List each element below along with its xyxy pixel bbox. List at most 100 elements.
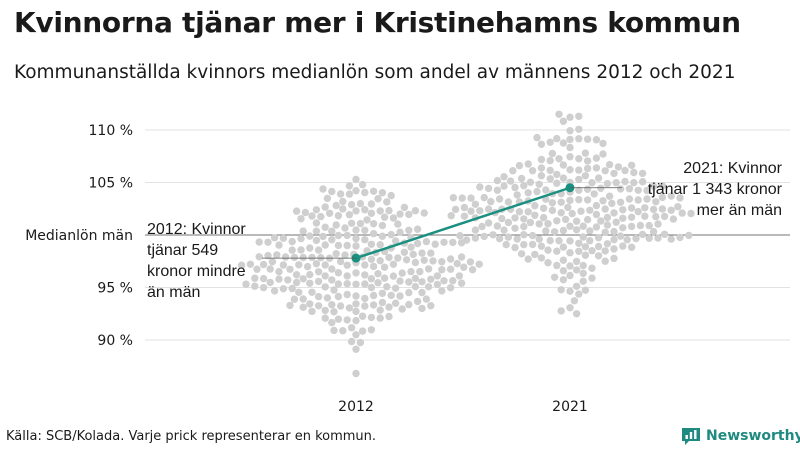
dot-2021 <box>520 240 528 249</box>
dot-2021 <box>535 235 543 243</box>
dot-2021 <box>592 164 601 172</box>
dot-2021 <box>533 187 541 196</box>
dot-2012 <box>429 257 437 265</box>
dot-2021 <box>592 223 601 231</box>
dot-2012 <box>295 288 303 296</box>
dot-2012 <box>374 270 382 278</box>
dot-2012 <box>328 265 336 273</box>
x-tick-label: 2021 <box>552 399 588 415</box>
dot-2012 <box>319 232 327 241</box>
dot-2021 <box>575 175 583 184</box>
dot-2012 <box>361 188 369 197</box>
dot-2021 <box>581 243 590 251</box>
dot-2021 <box>592 201 601 210</box>
dot-2021 <box>460 212 469 220</box>
dot-2021 <box>548 206 557 215</box>
dot-2012 <box>308 253 316 262</box>
dot-2012 <box>299 295 307 303</box>
dot-2021 <box>544 259 552 267</box>
dot-2021 <box>592 210 601 219</box>
dot-2012 <box>400 248 409 256</box>
dot-2021 <box>588 264 596 272</box>
dot-2021 <box>484 219 493 227</box>
dot-2021 <box>603 213 612 222</box>
dot-2012 <box>314 268 323 276</box>
dot-2012 <box>321 314 329 322</box>
dot-2021 <box>528 240 537 249</box>
dot-2021 <box>575 195 583 204</box>
dot-2021 <box>553 261 561 270</box>
dot-2012 <box>301 208 310 217</box>
dot-2012 <box>286 301 294 310</box>
dot-2012 <box>323 194 332 203</box>
dot-2012 <box>440 238 448 246</box>
dot-2021 <box>594 252 603 260</box>
dot-2021 <box>594 242 603 251</box>
dot-2012 <box>369 262 378 271</box>
dot-2012 <box>407 243 415 251</box>
dot-2012 <box>376 314 384 322</box>
dot-2021 <box>632 234 640 243</box>
dot-2012 <box>438 258 446 266</box>
dot-2021 <box>546 138 554 146</box>
dot-2021 <box>566 196 574 205</box>
dot-2012 <box>317 253 325 262</box>
dot-2012 <box>237 261 246 269</box>
dot-2012 <box>396 277 404 285</box>
dot-2012 <box>352 369 360 378</box>
dot-2021 <box>630 168 638 177</box>
dot-2012 <box>297 246 305 254</box>
dot-2012 <box>367 313 376 322</box>
dot-2021 <box>511 214 519 222</box>
dot-2012 <box>330 308 338 316</box>
dot-2012 <box>334 280 343 288</box>
dot-2012 <box>427 249 435 257</box>
dot-2021 <box>685 231 693 240</box>
dot-2021 <box>495 234 504 243</box>
dot-2021 <box>513 191 521 199</box>
dot-2021 <box>627 161 636 169</box>
dot-2012 <box>367 240 376 248</box>
dot-2012 <box>288 284 296 293</box>
dot-2021 <box>581 286 590 294</box>
chart-title: Kvinnorna tjänar mer i Kristinehamns kom… <box>14 6 741 39</box>
dot-2012 <box>400 203 409 212</box>
dot-2021 <box>588 274 596 282</box>
dot-2021 <box>643 195 651 203</box>
dot-2021 <box>531 202 539 210</box>
dot-2012 <box>407 267 415 276</box>
dot-2012 <box>367 200 376 208</box>
dot-2021 <box>476 207 484 215</box>
dot-2021 <box>557 307 565 315</box>
dot-2021 <box>550 273 559 281</box>
dot-2021 <box>559 256 568 264</box>
dot-2021 <box>476 183 484 191</box>
brand-logo[interactable]: Newsworthy <box>680 426 800 446</box>
dot-2021 <box>564 203 572 212</box>
dot-2012 <box>279 261 288 269</box>
dot-2021 <box>553 247 561 255</box>
dot-2021 <box>586 206 594 214</box>
dot-2021 <box>480 232 488 241</box>
dot-2021 <box>575 166 583 174</box>
dot-2021 <box>645 234 653 242</box>
dot-2021 <box>572 257 581 266</box>
dot-2012 <box>345 182 354 190</box>
dot-2012 <box>334 315 343 323</box>
data-dots <box>237 110 695 378</box>
dot-2021 <box>575 112 583 121</box>
dot-2021 <box>610 245 618 253</box>
dot-2021 <box>579 277 587 285</box>
dot-2012 <box>314 302 323 310</box>
dot-2021 <box>575 239 583 247</box>
dot-2012 <box>409 250 417 259</box>
dot-2021 <box>524 255 532 263</box>
dot-2012 <box>374 195 382 203</box>
dot-2012 <box>328 318 336 327</box>
dot-2021 <box>599 197 607 205</box>
dot-2021 <box>643 186 651 195</box>
dot-2012 <box>321 261 329 269</box>
dot-2012 <box>387 291 395 300</box>
dot-2021 <box>583 215 592 224</box>
dot-2021 <box>537 172 546 180</box>
